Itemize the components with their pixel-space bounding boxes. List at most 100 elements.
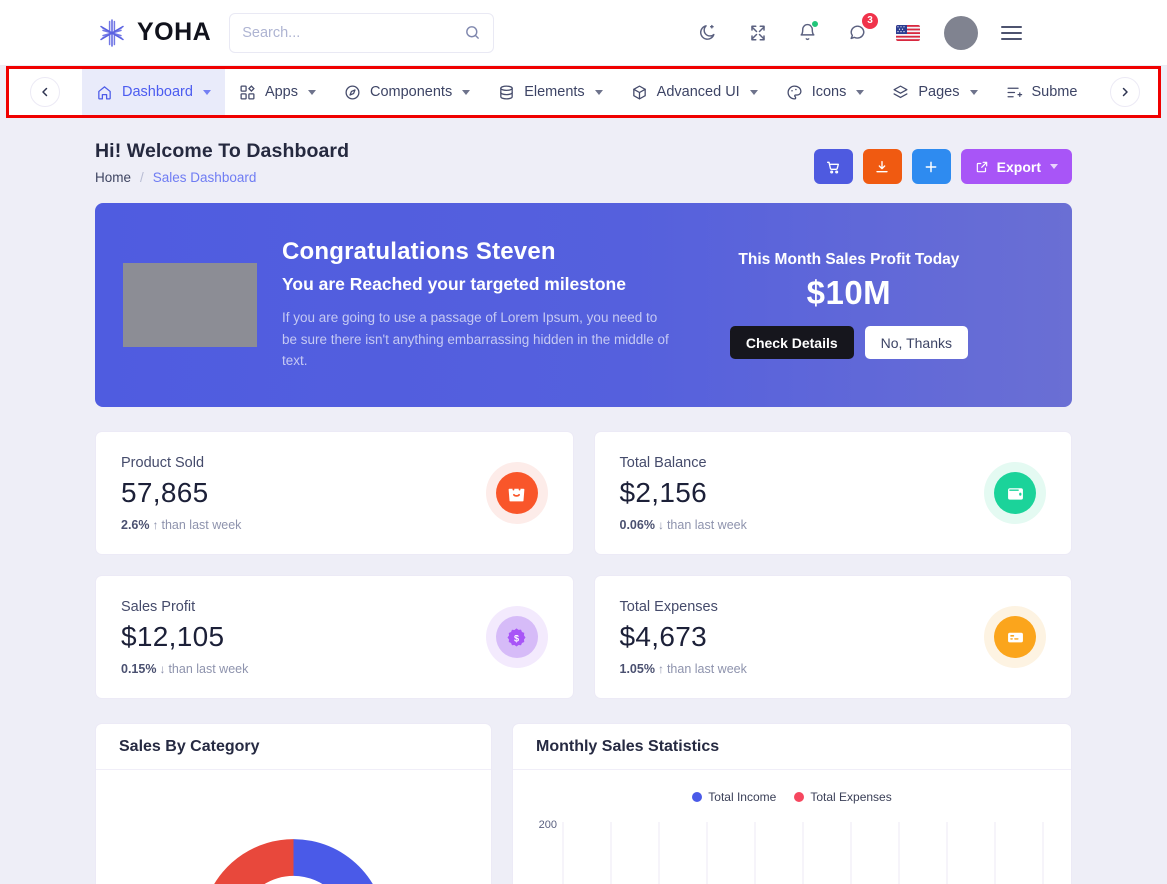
shopping-cart-icon bbox=[827, 161, 840, 174]
nav-item-advanced-ui[interactable]: Advanced UI bbox=[617, 69, 772, 115]
list-plus-icon bbox=[1006, 84, 1023, 101]
search-input[interactable] bbox=[242, 24, 465, 41]
y-tick-200: 200 bbox=[539, 819, 557, 831]
search-icon[interactable] bbox=[464, 24, 481, 41]
stat-value: $4,673 bbox=[619, 620, 707, 652]
nav-item-label: Elements bbox=[524, 84, 585, 100]
messages-badge: 3 bbox=[862, 13, 878, 29]
stat-card-total-expenses[interactable]: Total Expenses $4,673 1.05% ↑ than last … bbox=[593, 575, 1072, 699]
brand-logo[interactable]: YOHA bbox=[96, 17, 211, 49]
nav-item-label: Advanced UI bbox=[656, 84, 740, 100]
nav-scroll-right-button[interactable] bbox=[1110, 77, 1140, 107]
stat-card-product-sold[interactable]: Product Sold 57,865 2.6% ↑ than last wee… bbox=[95, 431, 574, 555]
legend-item-total-income[interactable]: Total Income bbox=[692, 790, 776, 804]
main-navigation-bar: Dashboard Apps Components bbox=[6, 66, 1161, 118]
nav-item-submenu[interactable]: Subme bbox=[992, 69, 1092, 115]
chevron-down-icon bbox=[749, 89, 758, 95]
stat-label: Total Balance bbox=[619, 454, 707, 471]
nav-scroll-left-button[interactable] bbox=[30, 77, 60, 107]
banner-text: Congratulations Steven You are Reached y… bbox=[282, 238, 672, 373]
chevron-down-icon bbox=[1050, 164, 1058, 169]
chart-legend: Total Income Total Expenses bbox=[513, 790, 1071, 804]
export-button[interactable]: Export bbox=[960, 149, 1072, 184]
stat-card-total-balance[interactable]: Total Balance $2,156 0.06% ↓ than last w… bbox=[593, 431, 1072, 555]
header-actions: 3 bbox=[694, 13, 1022, 50]
yoha-pinwheel-logo-icon bbox=[96, 17, 128, 49]
banner-paragraph: If you are going to use a passage of Lor… bbox=[282, 309, 669, 369]
stat-value: $12,105 bbox=[121, 620, 225, 652]
page-content: Hi! Welcome To Dashboard Home / Sales Da… bbox=[0, 118, 1167, 884]
chevron-down-icon bbox=[462, 89, 471, 95]
cube-icon bbox=[631, 84, 648, 101]
nav-item-components[interactable]: Components bbox=[330, 69, 484, 115]
legend-label: Total Income bbox=[708, 790, 777, 804]
stat-suffix: than last week bbox=[161, 517, 242, 532]
nav-item-elements[interactable]: Elements bbox=[484, 69, 616, 115]
stat-delta: 2.6% ↑ than last week bbox=[121, 518, 241, 532]
stat-percent: 2.6% bbox=[121, 517, 150, 532]
add-button[interactable] bbox=[911, 149, 951, 184]
search-box[interactable] bbox=[229, 12, 495, 53]
dark-mode-icon[interactable] bbox=[694, 19, 721, 46]
nav-item-apps[interactable]: Apps bbox=[225, 69, 330, 115]
plus-icon bbox=[925, 161, 937, 172]
stat-card-sales-profit[interactable]: Sales Profit $12,105 0.15% ↓ than last w… bbox=[95, 575, 574, 699]
shopping-bag-icon bbox=[495, 472, 538, 514]
fullscreen-icon[interactable] bbox=[744, 19, 771, 46]
legend-dot-icon bbox=[692, 792, 703, 802]
nav-item-icons[interactable]: Icons bbox=[772, 69, 879, 115]
stat-delta: 0.06% ↓ than last week bbox=[620, 518, 747, 532]
stat-suffix: than last week bbox=[666, 517, 747, 532]
palette-icon bbox=[786, 84, 803, 101]
profit-label: This Month Sales Profit Today bbox=[738, 251, 960, 268]
home-icon bbox=[96, 84, 113, 101]
page-header: Hi! Welcome To Dashboard Home / Sales Da… bbox=[95, 118, 1072, 185]
stat-percent: 1.05% bbox=[619, 661, 655, 676]
breadcrumb-home[interactable]: Home bbox=[95, 170, 132, 185]
nav-item-label: Pages bbox=[918, 84, 960, 100]
banner-heading: Congratulations Steven bbox=[282, 237, 556, 265]
download-icon bbox=[876, 160, 888, 172]
download-button[interactable] bbox=[862, 149, 902, 184]
database-icon bbox=[498, 84, 515, 101]
stat-icon-halo bbox=[984, 462, 1046, 524]
export-button-label: Export bbox=[996, 158, 1041, 175]
breadcrumb: Home / Sales Dashboard bbox=[95, 170, 349, 185]
legend-dot-icon bbox=[794, 792, 805, 802]
arrow-up-icon: ↑ bbox=[657, 661, 664, 676]
banner-profit-block: This Month Sales Profit Today $10M Check… bbox=[729, 251, 968, 359]
stat-cards-grid: Product Sold 57,865 2.6% ↑ than last wee… bbox=[95, 431, 1072, 699]
language-flag-icon[interactable] bbox=[894, 19, 921, 46]
chart-header: Sales By Category bbox=[96, 724, 491, 770]
top-header: YOHA bbox=[0, 0, 1167, 66]
chart-header: Monthly Sales Statistics bbox=[513, 724, 1071, 770]
messages-icon[interactable]: 3 bbox=[844, 13, 878, 46]
bar-chart-plot[interactable]: 200 150 bbox=[513, 804, 1071, 884]
hamburger-menu-icon[interactable] bbox=[1001, 25, 1022, 40]
nav-item-dashboard[interactable]: Dashboard bbox=[82, 69, 225, 115]
cart-button[interactable] bbox=[813, 149, 853, 184]
check-details-button[interactable]: Check Details bbox=[729, 326, 854, 359]
chevron-down-icon bbox=[594, 89, 603, 95]
donut-chart[interactable] bbox=[96, 784, 491, 884]
dollar-badge-icon: $ bbox=[495, 616, 538, 658]
breadcrumb-current[interactable]: Sales Dashboard bbox=[152, 170, 257, 185]
monthly-sales-statistics-card: Monthly Sales Statistics Total Income To… bbox=[512, 723, 1072, 884]
breadcrumb-separator: / bbox=[140, 170, 144, 185]
legend-item-total-expenses[interactable]: Total Expenses bbox=[794, 790, 892, 804]
nav-item-pages[interactable]: Pages bbox=[878, 69, 991, 115]
stat-percent: 0.06% bbox=[619, 517, 655, 532]
chart-title: Sales By Category bbox=[119, 737, 260, 755]
banner-illustration bbox=[123, 263, 257, 347]
stat-label: Sales Profit bbox=[121, 598, 196, 615]
arrow-down-icon: ↓ bbox=[657, 517, 664, 532]
arrow-down-icon: ↓ bbox=[159, 661, 166, 676]
avatar[interactable] bbox=[944, 15, 978, 50]
stat-suffix: than last week bbox=[666, 661, 747, 676]
no-thanks-button[interactable]: No, Thanks bbox=[864, 326, 968, 359]
notification-bell-icon[interactable] bbox=[794, 19, 821, 46]
chevron-down-icon bbox=[856, 89, 865, 95]
page-title: Hi! Welcome To Dashboard bbox=[95, 140, 350, 162]
nav-item-label: Components bbox=[370, 84, 453, 100]
stat-delta: 1.05% ↑ than last week bbox=[620, 662, 747, 676]
